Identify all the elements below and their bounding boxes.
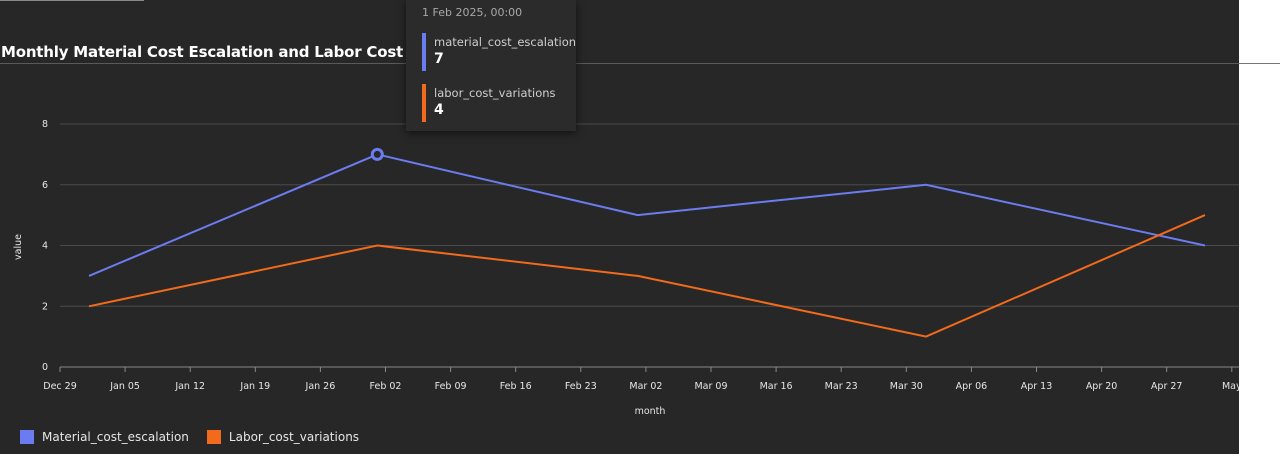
legend-swatch-material bbox=[20, 430, 34, 444]
top-divider bbox=[0, 0, 144, 1]
tooltip-row-material: material_cost_escalation 7 bbox=[422, 33, 576, 71]
y-axis-title: value bbox=[13, 234, 24, 260]
legend-item-labor[interactable]: Labor_cost_variations bbox=[206, 430, 360, 444]
x-tick-label: Apr 20 bbox=[1086, 381, 1118, 392]
y-tick-label: 8 bbox=[42, 119, 48, 130]
outer-divider bbox=[1239, 63, 1280, 64]
x-tick-label: Feb 16 bbox=[500, 381, 532, 392]
chart-title: Monthly Material Cost Escalation and Lab… bbox=[1, 43, 492, 61]
legend: Material_cost_escalation Labor_cost_vari… bbox=[20, 430, 377, 444]
tooltip-series-name: labor_cost_variations bbox=[434, 86, 556, 100]
y-tick-label: 2 bbox=[42, 301, 48, 312]
series-line-material bbox=[88, 153, 1206, 277]
legend-swatch-labor bbox=[206, 430, 221, 444]
highlighted-point bbox=[370, 147, 384, 161]
x-tick-label: Mar 16 bbox=[760, 381, 793, 392]
tooltip-color-bar bbox=[422, 33, 426, 71]
x-tick-label: Mar 02 bbox=[629, 381, 662, 392]
tooltip-series-value: 4 bbox=[434, 102, 444, 118]
x-tick-label: Apr 27 bbox=[1151, 381, 1183, 392]
tooltip-color-bar bbox=[422, 84, 426, 122]
line-chart[interactable]: 0 2 4 6 8 Dec 29 Jan 05 Jan 12 Jan 19 Jan 26 Feb 0… bbox=[0, 0, 1239, 454]
y-tick-label: 0 bbox=[42, 362, 48, 373]
x-tick-label: Dec 29 bbox=[43, 381, 77, 392]
legend-label-material: Material_cost_escalation bbox=[42, 430, 189, 444]
chart-tooltip: 1 Feb 2025, 00:00 material_cost_escalati… bbox=[406, 0, 576, 131]
title-divider bbox=[0, 63, 1239, 64]
x-tick-label: Feb 02 bbox=[370, 381, 402, 392]
x-tick-label: Mar 09 bbox=[694, 381, 727, 392]
tooltip-series-name: material_cost_escalation bbox=[434, 35, 577, 49]
x-tick-label: Jan 12 bbox=[174, 381, 205, 392]
x-tick-label: Jan 19 bbox=[239, 381, 270, 392]
x-axis-title: month bbox=[635, 406, 666, 417]
x-tick-label: Feb 23 bbox=[565, 381, 597, 392]
x-tick-label: Feb 09 bbox=[435, 381, 467, 392]
legend-item-material[interactable]: Material_cost_escalation bbox=[20, 430, 189, 444]
x-tick-label: Jan 26 bbox=[305, 381, 336, 392]
tooltip-row-labor: labor_cost_variations 4 bbox=[422, 84, 572, 122]
tooltip-series-value: 7 bbox=[434, 51, 444, 67]
x-tick-label: Jan 05 bbox=[109, 381, 140, 392]
x-tick-label: May bbox=[1222, 381, 1239, 392]
series-line-labor bbox=[88, 214, 1206, 338]
tooltip-date: 1 Feb 2025, 00:00 bbox=[422, 6, 523, 19]
x-tick-label: Mar 30 bbox=[890, 381, 923, 392]
y-tick-label: 6 bbox=[42, 180, 48, 191]
x-tick-label: Mar 23 bbox=[825, 381, 858, 392]
x-tick-label: Apr 13 bbox=[1021, 381, 1053, 392]
legend-label-labor: Labor_cost_variations bbox=[228, 430, 360, 444]
x-tick-label: Apr 06 bbox=[956, 381, 988, 392]
y-tick-label: 4 bbox=[42, 241, 48, 252]
